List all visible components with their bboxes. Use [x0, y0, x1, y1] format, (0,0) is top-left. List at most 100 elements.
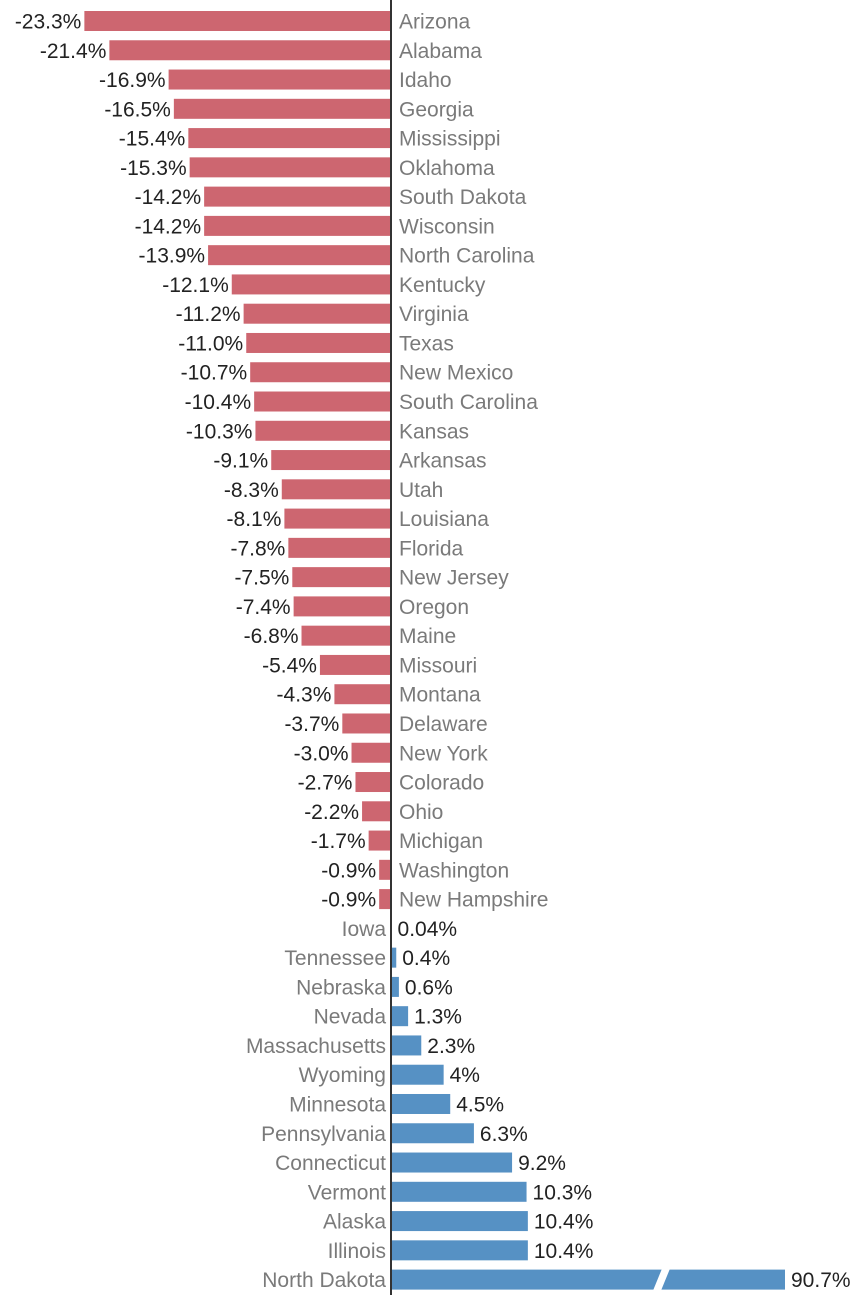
- value-label-illinois: 10.4%: [534, 1240, 594, 1263]
- bar-missouri: [319, 654, 391, 675]
- bar-ohio: [362, 801, 391, 822]
- value-label-maine: -6.8%: [244, 625, 299, 648]
- bar-virginia: [243, 303, 391, 324]
- value-label-wisconsin: -14.2%: [135, 215, 202, 238]
- bar-louisiana: [284, 508, 391, 529]
- bar-tennessee: [391, 947, 397, 968]
- bar-washington: [379, 859, 391, 880]
- value-label-new-mexico: -10.7%: [181, 362, 248, 385]
- bar-florida: [288, 537, 391, 558]
- category-label-colorado: Colorado: [399, 772, 484, 795]
- category-label-montana: Montana: [399, 684, 481, 707]
- value-label-arizona: -23.3%: [15, 11, 82, 34]
- bar-wisconsin: [204, 215, 391, 236]
- value-label-louisiana: -8.1%: [227, 508, 282, 531]
- category-label-south-carolina: South Carolina: [399, 391, 538, 414]
- category-label-arizona: Arizona: [399, 11, 471, 34]
- category-label-minnesota: Minnesota: [289, 1093, 386, 1116]
- category-label-new-mexico: New Mexico: [399, 362, 513, 385]
- bar-north-dakota: [391, 1269, 785, 1290]
- category-label-idaho: Idaho: [399, 69, 452, 92]
- value-label-florida: -7.8%: [230, 537, 285, 560]
- value-label-wyoming: 4%: [450, 1064, 480, 1087]
- bar-nevada: [391, 1006, 409, 1027]
- category-label-north-dakota: North Dakota: [262, 1269, 386, 1292]
- value-label-idaho: -16.9%: [99, 69, 166, 92]
- value-label-nebraska: 0.6%: [405, 976, 453, 999]
- category-label-tennessee: Tennessee: [284, 947, 386, 970]
- bar-new-york: [351, 742, 391, 763]
- bar-new-jersey: [292, 567, 391, 588]
- value-label-south-carolina: -10.4%: [185, 391, 252, 414]
- bar-nebraska: [391, 976, 399, 997]
- bar-arkansas: [271, 450, 391, 471]
- category-label-south-dakota: South Dakota: [399, 186, 527, 209]
- bar-south-dakota: [204, 186, 391, 207]
- bar-illinois: [391, 1240, 528, 1261]
- bar-idaho: [168, 69, 391, 90]
- value-label-washington: -0.9%: [321, 859, 376, 882]
- category-label-kentucky: Kentucky: [399, 274, 486, 297]
- value-label-missouri: -5.4%: [262, 654, 317, 677]
- bar-oklahoma: [189, 157, 391, 178]
- value-label-new-york: -3.0%: [294, 742, 349, 765]
- bar-pennsylvania: [391, 1123, 474, 1144]
- category-label-nevada: Nevada: [314, 1006, 387, 1029]
- category-label-nebraska: Nebraska: [296, 976, 386, 999]
- value-label-new-hampshire: -0.9%: [321, 889, 376, 912]
- bar-michigan: [368, 830, 391, 851]
- value-label-north-dakota: 90.7%: [791, 1269, 851, 1292]
- category-label-alabama: Alabama: [399, 40, 482, 63]
- category-label-virginia: Virginia: [399, 303, 469, 326]
- bar-kansas: [255, 420, 391, 441]
- bar-arizona: [84, 11, 392, 31]
- value-label-new-jersey: -7.5%: [234, 567, 289, 590]
- bar-alaska: [391, 1211, 528, 1232]
- value-label-north-carolina: -13.9%: [139, 245, 206, 268]
- category-label-ohio: Ohio: [399, 801, 443, 824]
- category-label-pennsylvania: Pennsylvania: [261, 1123, 386, 1146]
- bar-montana: [334, 684, 391, 705]
- category-label-washington: Washington: [399, 859, 509, 882]
- value-label-kansas: -10.3%: [186, 420, 253, 443]
- value-label-alabama: -21.4%: [40, 40, 107, 63]
- value-label-iowa: 0.04%: [398, 918, 458, 941]
- category-label-new-york: New York: [399, 742, 488, 765]
- value-label-ohio: -2.2%: [304, 801, 359, 824]
- value-label-delaware: -3.7%: [284, 713, 339, 736]
- bars-group: [84, 11, 785, 1291]
- value-label-oregon: -7.4%: [236, 596, 291, 619]
- category-label-michigan: Michigan: [399, 830, 483, 853]
- category-label-arkansas: Arkansas: [399, 450, 487, 473]
- category-label-florida: Florida: [399, 537, 464, 560]
- value-label-arkansas: -9.1%: [213, 450, 268, 473]
- category-label-wisconsin: Wisconsin: [399, 215, 495, 238]
- category-label-oklahoma: Oklahoma: [399, 157, 495, 180]
- category-label-vermont: Vermont: [308, 1181, 386, 1204]
- category-label-illinois: Illinois: [328, 1240, 386, 1263]
- category-label-louisiana: Louisiana: [399, 508, 489, 531]
- category-label-north-carolina: North Carolina: [399, 245, 535, 268]
- category-label-massachusetts: Massachusetts: [246, 1035, 386, 1058]
- bar-vermont: [391, 1181, 527, 1202]
- value-label-alaska: 10.4%: [534, 1211, 594, 1234]
- value-label-montana: -4.3%: [277, 684, 332, 707]
- bar-new-mexico: [250, 362, 391, 383]
- value-label-tennessee: 0.4%: [402, 947, 450, 970]
- bar-delaware: [342, 713, 391, 734]
- value-label-michigan: -1.7%: [311, 830, 366, 853]
- value-label-south-dakota: -14.2%: [135, 186, 202, 209]
- value-label-minnesota: 4.5%: [456, 1093, 504, 1116]
- category-label-maine: Maine: [399, 625, 456, 648]
- value-label-massachusetts: 2.3%: [427, 1035, 475, 1058]
- category-label-texas: Texas: [399, 332, 454, 355]
- bar-maine: [301, 625, 391, 646]
- labels-group: Arizona -23.3% Alabama -21.4% Idaho -16.9% Geo…: [15, 11, 851, 1293]
- bar-south-carolina: [254, 391, 391, 412]
- bar-colorado: [355, 772, 391, 793]
- category-label-delaware: Delaware: [399, 713, 488, 736]
- value-label-colorado: -2.7%: [298, 772, 353, 795]
- value-label-virginia: -11.2%: [176, 303, 241, 326]
- value-label-kentucky: -12.1%: [162, 274, 229, 297]
